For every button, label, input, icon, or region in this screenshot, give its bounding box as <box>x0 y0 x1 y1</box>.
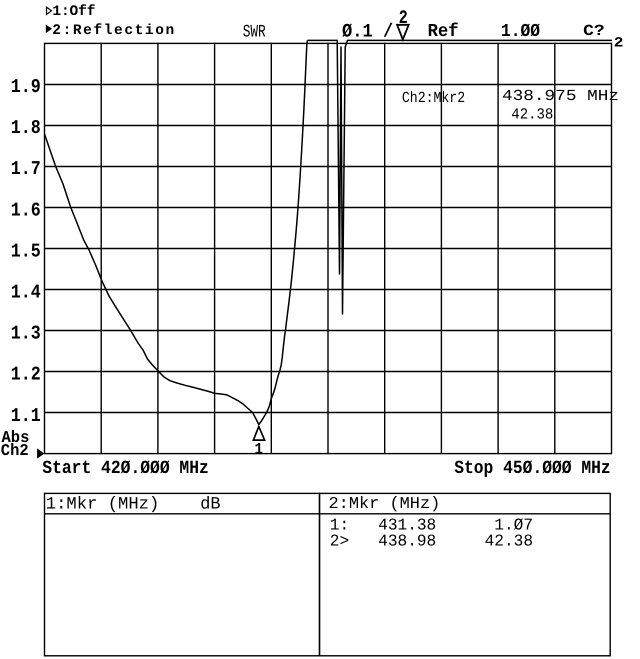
svg-text:1.9: 1.9 <box>11 76 41 98</box>
svg-text:1: 1 <box>255 440 264 458</box>
svg-text:42.38: 42.38 <box>511 106 553 124</box>
svg-text:1: 431.38 1.Ø7: 1: 431.38 1.Ø7 <box>330 515 533 534</box>
svg-text:SWR: SWR <box>243 23 266 43</box>
svg-text:Ref: Ref <box>428 22 459 42</box>
svg-text:Ch2: Ch2 <box>1 441 29 460</box>
svg-text:1:Mkr (MHz): 1:Mkr (MHz) <box>46 496 160 515</box>
svg-text:1.6: 1.6 <box>11 199 41 221</box>
svg-text:Start 42Ø.ØØØ MHz: Start 42Ø.ØØØ MHz <box>42 458 209 479</box>
svg-text:438.975 MHz: 438.975 MHz <box>502 87 619 105</box>
svg-text:Ø.1 /: Ø.1 / <box>342 20 393 42</box>
svg-text:1.8: 1.8 <box>11 117 41 139</box>
svg-text:1.2: 1.2 <box>11 364 41 386</box>
svg-text:Stop 45Ø.ØØØ MHz: Stop 45Ø.ØØØ MHz <box>454 458 611 479</box>
svg-text:2: 2 <box>399 7 408 29</box>
svg-text:Abs: Abs <box>2 428 30 447</box>
svg-text:1:Off: 1:Off <box>52 4 95 20</box>
svg-text:1.3: 1.3 <box>11 323 41 345</box>
svg-text:2:Mkr (MHz): 2:Mkr (MHz) <box>329 494 441 513</box>
svg-text:1.ØØ: 1.ØØ <box>501 22 540 42</box>
svg-text:1.4: 1.4 <box>11 282 41 304</box>
svg-text:C?: C? <box>583 22 605 40</box>
svg-text:1.7: 1.7 <box>11 158 41 180</box>
svg-text:2:Reflection: 2:Reflection <box>52 23 174 39</box>
svg-text:1.1: 1.1 <box>11 405 41 427</box>
svg-text:1.5: 1.5 <box>11 240 41 262</box>
svg-text:dB: dB <box>200 496 220 515</box>
svg-text:2> 438.98 42.38: 2> 438.98 42.38 <box>330 532 533 551</box>
svg-text:Ch2:Mkr2: Ch2:Mkr2 <box>402 89 465 107</box>
svg-text:2: 2 <box>614 36 624 52</box>
